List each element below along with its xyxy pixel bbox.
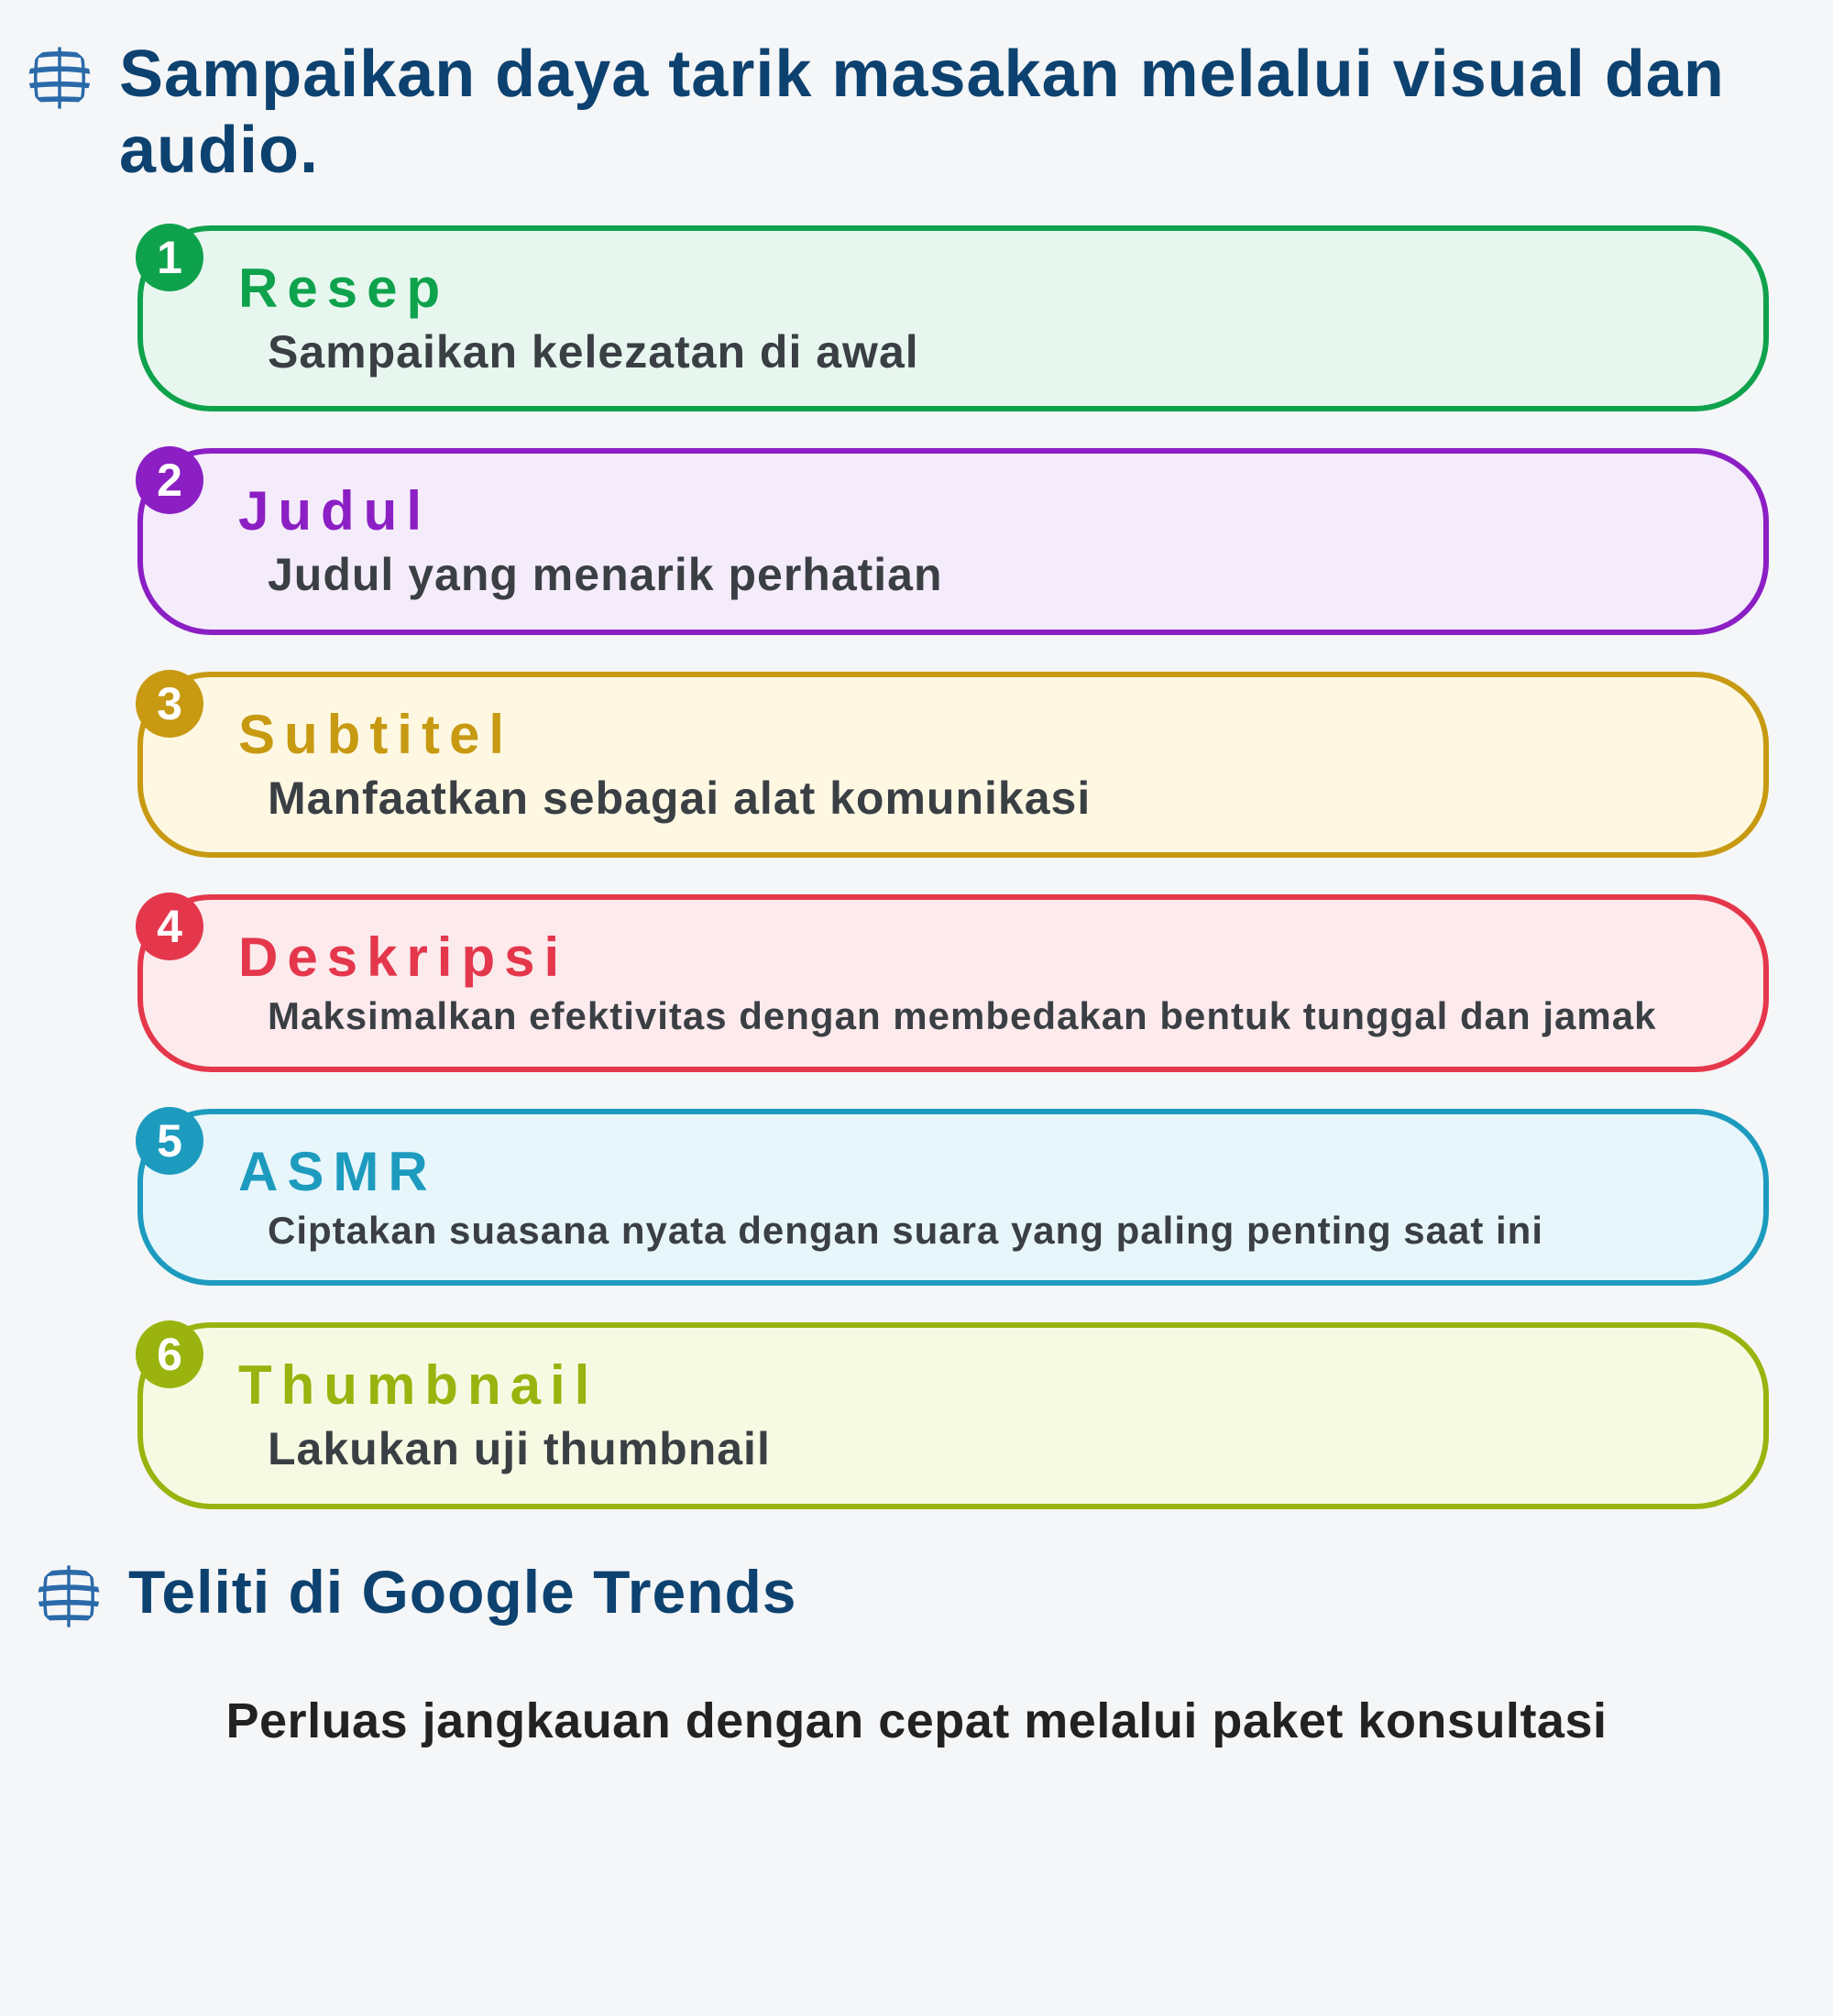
list-item: 4 DeskripsiMaksimalkan efektivitas dengan… xyxy=(137,894,1769,1072)
item-title: Judul xyxy=(238,479,1708,542)
list-item: 5 ASMRCiptakan suasana nyata dengan suara… xyxy=(137,1109,1769,1287)
globe-icon xyxy=(27,46,92,110)
item-description: Manfaatkan sebagai alat komunikasi xyxy=(268,770,1708,827)
section2: Teliti di Google Trends xyxy=(27,1555,1806,1628)
item-description: Maksimalkan efektivitas dengan membedaka… xyxy=(268,992,1708,1041)
item-description: Ciptakan suasana nyata dengan suara yang… xyxy=(268,1207,1708,1255)
list-item: 1 ResepSampaikan kelezatan di awal xyxy=(137,225,1769,412)
item-number-badge: 4 xyxy=(136,893,203,960)
item-number-badge: 6 xyxy=(136,1320,203,1388)
item-title: Resep xyxy=(238,257,1708,320)
page-title: Sampaikan daya tarik masakan melalui vis… xyxy=(119,37,1806,189)
item-number-badge: 5 xyxy=(136,1107,203,1175)
item-number-badge: 3 xyxy=(136,670,203,738)
item-title: Subtitel xyxy=(238,703,1708,766)
list-item: 2 JudulJudul yang menarik perhatian xyxy=(137,448,1769,635)
item-title: Thumbnail xyxy=(238,1353,1708,1417)
bottom-tagline: Perluas jangkauan dengan cepat melalui p… xyxy=(27,1693,1806,1749)
list-item: 3 SubtitelManfaatkan sebagai alat komunik… xyxy=(137,672,1769,859)
items-list: 1 ResepSampaikan kelezatan di awal 2 JudulJ… xyxy=(27,225,1806,1509)
item-description: Judul yang menarik perhatian xyxy=(268,546,1708,604)
item-description: Sampaikan kelezatan di awal xyxy=(268,323,1708,381)
section2-title: Teliti di Google Trends xyxy=(128,1557,797,1627)
item-title: Deskripsi xyxy=(238,926,1708,989)
globe-icon xyxy=(37,1564,101,1628)
header-section: Sampaikan daya tarik masakan melalui vis… xyxy=(27,37,1806,189)
item-title: ASMR xyxy=(238,1140,1708,1203)
item-number-badge: 1 xyxy=(136,224,203,291)
list-item: 6 ThumbnailLakukan uji thumbnail xyxy=(137,1322,1769,1509)
item-number-badge: 2 xyxy=(136,446,203,514)
item-description: Lakukan uji thumbnail xyxy=(268,1420,1708,1478)
